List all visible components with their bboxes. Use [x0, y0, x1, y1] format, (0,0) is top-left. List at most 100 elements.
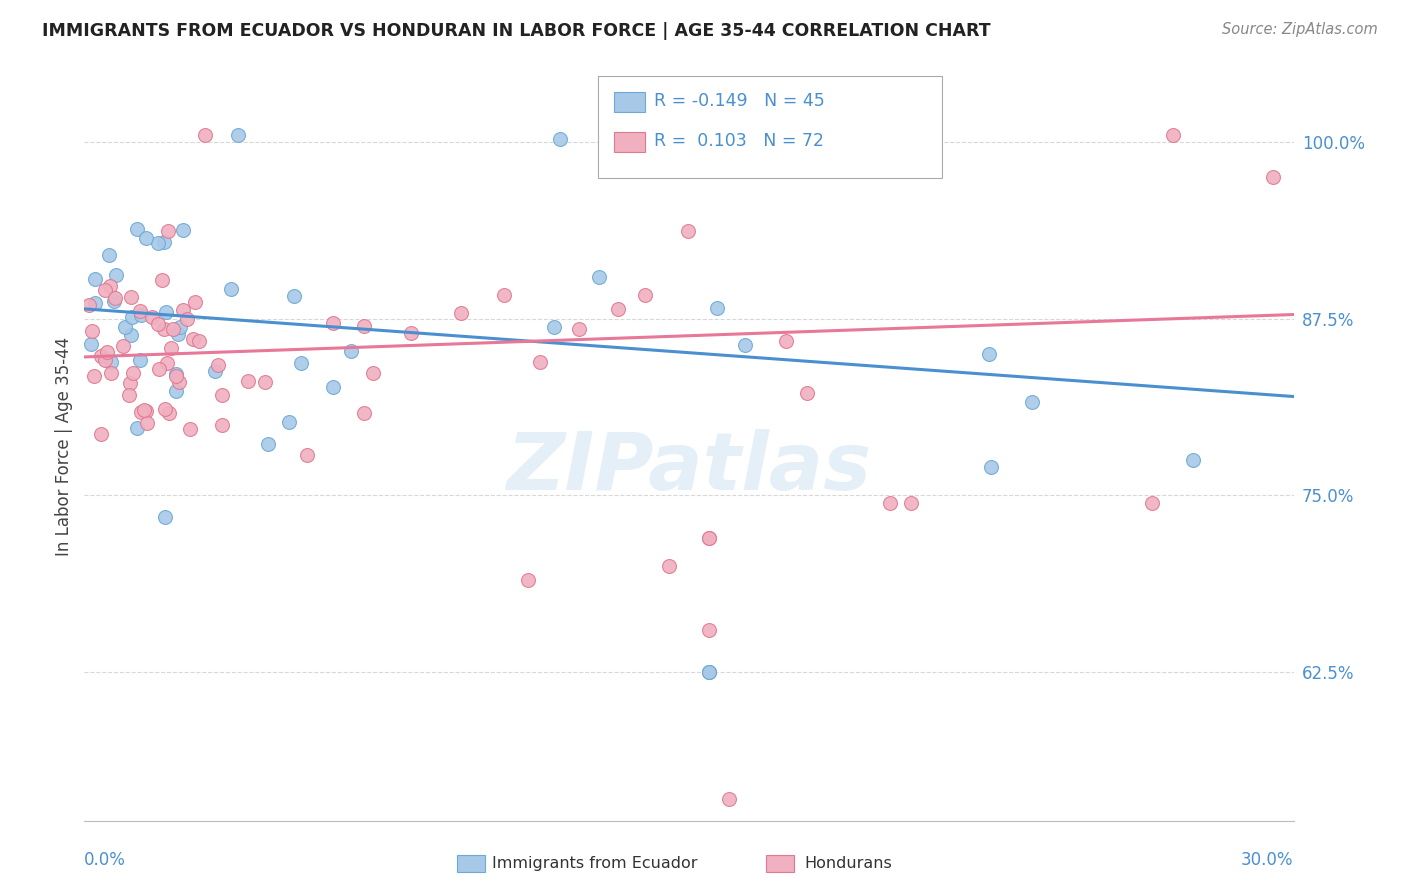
Text: IMMIGRANTS FROM ECUADOR VS HONDURAN IN LABOR FORCE | AGE 35-44 CORRELATION CHART: IMMIGRANTS FROM ECUADOR VS HONDURAN IN L…	[42, 22, 991, 40]
Point	[194, 128, 217, 142]
Point	[104, 291, 127, 305]
Point	[103, 294, 125, 309]
Point	[118, 376, 141, 390]
Point	[1161, 128, 1184, 142]
Point	[155, 304, 177, 318]
Point	[718, 792, 741, 806]
Point	[568, 322, 591, 336]
Text: ZIPatlas: ZIPatlas	[506, 429, 872, 508]
Point	[114, 320, 136, 334]
Text: R = -0.149   N = 45: R = -0.149 N = 45	[654, 92, 824, 110]
Point	[167, 326, 190, 341]
Point	[775, 334, 797, 348]
Point	[165, 368, 187, 383]
Text: Source: ZipAtlas.com: Source: ZipAtlas.com	[1222, 22, 1378, 37]
Point	[706, 301, 728, 315]
Point	[529, 355, 551, 369]
Point	[980, 460, 1002, 475]
Point	[98, 279, 121, 293]
Point	[516, 574, 538, 588]
Point	[90, 427, 112, 442]
Point	[226, 128, 249, 142]
Point	[290, 356, 312, 370]
Point	[83, 369, 105, 384]
Point	[156, 356, 179, 370]
Point	[181, 332, 204, 346]
Point	[697, 665, 720, 680]
Point	[1263, 170, 1285, 185]
Point	[84, 271, 107, 285]
Point	[361, 366, 384, 380]
Point	[450, 306, 472, 320]
Point	[207, 358, 229, 372]
Point	[90, 349, 112, 363]
Point	[120, 290, 142, 304]
Point	[734, 338, 756, 352]
Point	[94, 283, 117, 297]
Point	[120, 328, 142, 343]
Point	[96, 344, 118, 359]
Point	[136, 416, 159, 430]
Point	[156, 224, 179, 238]
Y-axis label: In Labor Force | Age 35-44: In Labor Force | Age 35-44	[55, 336, 73, 556]
Point	[543, 320, 565, 334]
Point	[236, 375, 259, 389]
Point	[77, 298, 100, 312]
Text: 0.0%: 0.0%	[84, 851, 127, 869]
Point	[131, 308, 153, 322]
Point	[83, 296, 105, 310]
Point	[256, 437, 278, 451]
Point	[548, 132, 571, 146]
Point	[796, 386, 818, 401]
Point	[105, 268, 128, 282]
Point	[697, 665, 720, 680]
Point	[98, 248, 121, 262]
Point	[277, 415, 299, 429]
Point	[1021, 395, 1043, 409]
Point	[697, 665, 720, 680]
Point	[148, 362, 170, 376]
Point	[211, 417, 233, 432]
Point	[100, 355, 122, 369]
Point	[100, 366, 122, 380]
Point	[172, 303, 194, 318]
Point	[1142, 495, 1164, 509]
Point	[977, 347, 1000, 361]
Point	[150, 273, 173, 287]
Point	[353, 406, 375, 420]
Point	[169, 375, 191, 389]
Point	[153, 322, 176, 336]
Point	[900, 495, 922, 509]
Point	[125, 421, 148, 435]
Point	[122, 366, 145, 380]
Point	[295, 448, 318, 462]
Point	[80, 324, 103, 338]
Point	[135, 404, 157, 418]
Text: Hondurans: Hondurans	[804, 856, 891, 871]
Point	[165, 384, 187, 398]
Text: 30.0%: 30.0%	[1241, 851, 1294, 869]
Point	[658, 559, 681, 574]
Point	[162, 321, 184, 335]
Point	[879, 495, 901, 509]
Point	[588, 269, 610, 284]
Point	[111, 339, 134, 353]
Point	[153, 509, 176, 524]
Point	[94, 353, 117, 368]
Point	[283, 288, 305, 302]
Point	[148, 236, 170, 251]
Point	[129, 405, 152, 419]
Point	[146, 317, 169, 331]
Point	[118, 388, 141, 402]
Point	[340, 344, 363, 359]
Point	[121, 310, 143, 324]
Point	[135, 231, 157, 245]
Point	[179, 421, 201, 435]
Point	[157, 406, 180, 420]
Point	[1181, 453, 1204, 467]
Point	[184, 294, 207, 309]
Point	[172, 223, 194, 237]
Point	[153, 235, 176, 249]
Point	[494, 287, 516, 301]
Point	[129, 353, 152, 368]
